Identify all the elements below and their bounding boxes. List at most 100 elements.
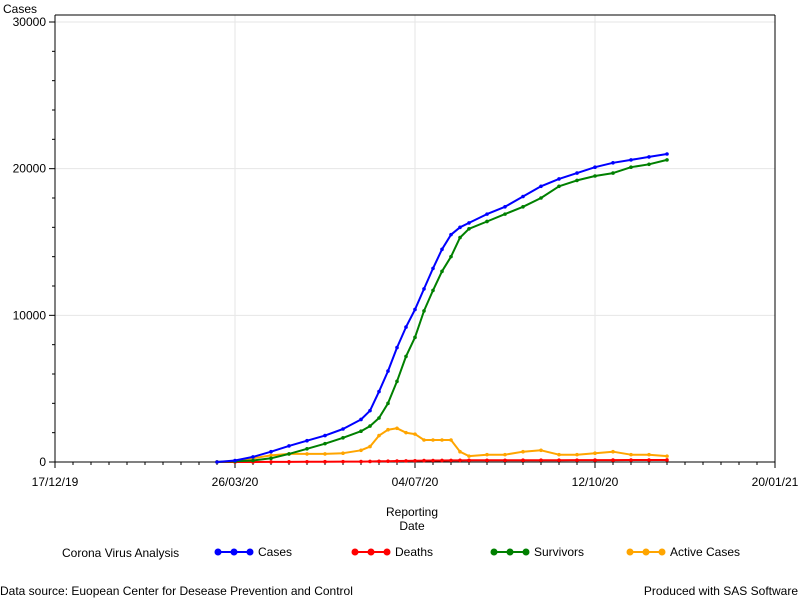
data-point-cases (359, 417, 363, 422)
data-point-deaths (413, 458, 417, 463)
legend-marker (522, 548, 530, 556)
data-point-deaths (305, 459, 309, 464)
data-point-survivors (665, 158, 669, 162)
axis-ticks: 0 10000 20000 30000 17/12/19 26/03/20 04/07/20… (13, 15, 799, 489)
data-point-deaths (404, 459, 408, 463)
legend-label: Deaths (395, 545, 433, 559)
series-markers-cases (215, 152, 669, 464)
data-point-cases (611, 161, 615, 165)
data-point-deaths (503, 458, 507, 463)
series-line-cases (216, 153, 668, 463)
series-line-active-cases (216, 427, 668, 463)
series-markers-active-cases (215, 426, 669, 464)
data-point-cases (557, 177, 561, 181)
data-point-active-cases (665, 454, 669, 458)
data-point-deaths (629, 458, 633, 462)
data-point-cases (458, 225, 462, 230)
data-point-active-cases (395, 426, 399, 431)
data-point-survivors (458, 235, 462, 240)
x-tick-label: 20/01/21 (752, 475, 799, 489)
data-point-active-cases (359, 448, 363, 453)
data-point-deaths (359, 459, 363, 464)
series-markers-survivors (215, 158, 669, 464)
legend-label: Active Cases (670, 545, 740, 559)
data-point-active-cases (413, 432, 417, 436)
data-point-survivors (368, 424, 372, 428)
legend-marker (367, 548, 375, 556)
series-line-survivors (216, 158, 668, 463)
data-point-survivors (251, 458, 255, 463)
data-point-survivors (305, 447, 309, 451)
data-point-cases (431, 266, 435, 271)
data-point-active-cases (458, 449, 462, 454)
data-point-deaths (377, 459, 381, 464)
data-point-survivors (575, 178, 579, 183)
data-point-survivors (611, 171, 615, 175)
legend-marker (626, 548, 634, 556)
data-point-deaths (431, 458, 435, 463)
grid-lines (55, 15, 775, 463)
y-tick-label: 20000 (13, 162, 47, 176)
data-point-deaths (395, 459, 399, 463)
data-point-survivors (440, 269, 444, 274)
data-point-active-cases (431, 438, 435, 442)
legend-item-active-cases: Active Cases (626, 545, 740, 559)
data-point-active-cases (404, 430, 408, 435)
x-tick-label: 26/03/20 (212, 475, 259, 489)
data-point-cases (503, 205, 507, 209)
data-point-survivors (467, 227, 471, 231)
data-point-deaths (467, 458, 471, 463)
legend-marker (642, 548, 650, 556)
data-point-deaths (593, 458, 597, 462)
data-point-deaths (458, 458, 462, 463)
data-point-cases (269, 449, 273, 454)
data-point-active-cases (467, 454, 471, 458)
legend-label: Cases (258, 545, 292, 559)
legend-marker (351, 548, 359, 556)
data-point-active-cases (449, 438, 453, 442)
data-point-deaths (647, 458, 651, 462)
data-point-survivors (557, 184, 561, 189)
data-point-survivors (341, 436, 345, 440)
data-point-survivors (485, 219, 489, 224)
data-point-survivors (431, 288, 435, 293)
x-tick-label: 04/07/20 (392, 475, 439, 489)
data-point-cases (485, 212, 489, 216)
data-point-deaths (422, 458, 426, 463)
data-point-cases (377, 389, 381, 394)
data-point-survivors (449, 254, 453, 259)
data-point-active-cases (521, 449, 525, 454)
legend-marker (506, 548, 514, 556)
data-point-survivors (377, 416, 381, 420)
data-point-active-cases (386, 427, 390, 432)
data-point-deaths (269, 460, 273, 464)
software-credit: Produced with SAS Software (643, 584, 798, 598)
x-tick-label: 12/10/20 (572, 475, 619, 489)
legend-item-deaths: Deaths (351, 545, 433, 559)
data-point-survivors (539, 196, 543, 200)
data-point-deaths (539, 458, 543, 462)
data-point-active-cases (305, 452, 309, 456)
data-point-deaths (485, 458, 489, 463)
data-point-cases (251, 455, 255, 459)
data-point-survivors (629, 165, 633, 169)
data-point-active-cases (611, 449, 615, 454)
data-point-active-cases (422, 438, 426, 442)
data-point-active-cases (485, 452, 489, 457)
x-axis-title-line2: Date (399, 519, 425, 533)
data-point-deaths (287, 460, 291, 464)
data-point-deaths (665, 458, 669, 462)
data-point-active-cases (647, 452, 651, 457)
data-point-cases (323, 433, 327, 438)
data-point-deaths (440, 458, 444, 463)
legend-item-cases: Cases (214, 545, 292, 559)
legend-title: Corona Virus Analysis (62, 546, 179, 560)
data-point-cases (341, 427, 345, 431)
data-source-note: Data source: Euopean Center for Desease … (0, 584, 353, 598)
x-tick-label: 17/12/19 (32, 475, 79, 489)
data-point-survivors (647, 162, 651, 167)
data-point-cases (665, 152, 669, 156)
data-point-active-cases (593, 451, 597, 456)
data-point-cases (305, 438, 309, 443)
data-point-survivors (413, 335, 417, 340)
